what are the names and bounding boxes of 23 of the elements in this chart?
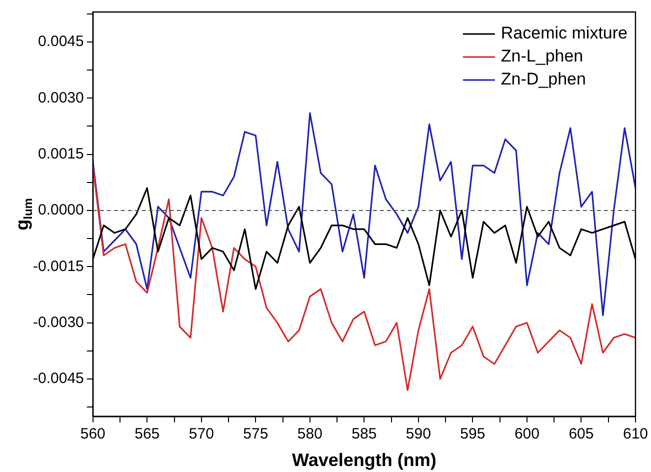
y-tick-label: -0.0030	[33, 314, 84, 331]
x-tick-label: 585	[352, 426, 377, 443]
x-tick-label: 610	[622, 426, 648, 443]
y-axis-title: glum	[12, 198, 35, 230]
y-tick-label: -0.0045	[33, 370, 84, 388]
y-tick-label: 0.0015	[38, 145, 84, 162]
x-tick-label: 580	[297, 426, 322, 443]
x-tick-label: 565	[134, 426, 160, 443]
y-tick-label: 0.0030	[38, 89, 84, 106]
y-tick-label: -0.0015	[33, 258, 84, 275]
x-tick-label: 575	[243, 426, 268, 443]
y-tick-label: 0.0000	[38, 202, 84, 219]
x-tick-label: 605	[568, 426, 594, 443]
x-tick-label: 590	[406, 426, 431, 443]
x-tick-label: 595	[460, 426, 486, 443]
x-tick-label: 560	[80, 426, 106, 443]
x-tick-label: 570	[188, 426, 214, 443]
x-tick-label: 600	[514, 426, 540, 443]
legend-label: Racemic mixture	[500, 24, 628, 43]
x-axis-title: Wavelength (nm)	[292, 450, 436, 470]
legend-label: Zn-L_phen	[500, 46, 584, 66]
y-tick-label: 0.0045	[38, 33, 84, 50]
legend-label: Zn-D_phen	[500, 70, 586, 89]
